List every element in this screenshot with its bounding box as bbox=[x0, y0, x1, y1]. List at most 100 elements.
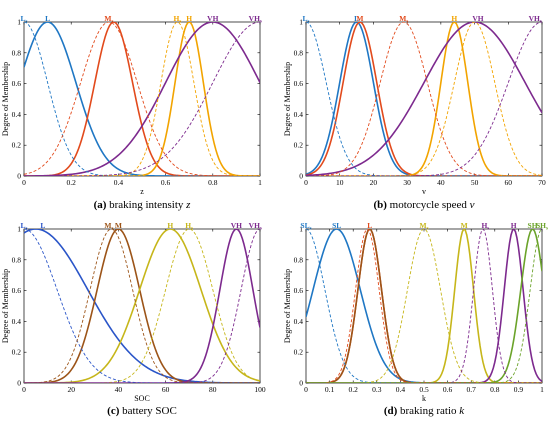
panel-caption-prefix: (c) bbox=[107, 405, 120, 417]
y-tick-label: 0.8 bbox=[12, 255, 22, 264]
membership-label: H bbox=[451, 14, 457, 23]
y-tick-label: 1 bbox=[17, 225, 21, 234]
panel-caption: (b) motorcycle speed v bbox=[373, 199, 474, 211]
series-line-ls bbox=[24, 22, 260, 176]
x-tick-label: 1 bbox=[258, 178, 262, 187]
x-tick-label: 0.6 bbox=[443, 385, 453, 394]
series-line-h bbox=[306, 22, 542, 176]
series-line-m bbox=[306, 229, 542, 383]
x-tick-label: 0.4 bbox=[396, 385, 406, 394]
y-tick-label: 0.8 bbox=[294, 255, 304, 264]
plot-frame bbox=[305, 228, 543, 384]
series-group bbox=[306, 22, 542, 176]
y-tick-label: 1 bbox=[17, 18, 21, 27]
membership-label: L bbox=[367, 221, 372, 230]
x-tick-label: 0 bbox=[22, 385, 26, 394]
x-tick-label: 0 bbox=[304, 385, 308, 394]
y-tick-label: 0.6 bbox=[294, 286, 304, 295]
series-line-vhs bbox=[24, 229, 260, 383]
series-line-hs bbox=[306, 22, 542, 176]
x-tick-label: 30 bbox=[403, 178, 411, 187]
series-line-m bbox=[24, 22, 260, 176]
x-tick-label: 0.7 bbox=[467, 385, 477, 394]
membership-label: M bbox=[461, 221, 468, 230]
membership-label-sub: s bbox=[112, 227, 114, 232]
y-tick-label: 1 bbox=[299, 18, 303, 27]
y-tick-label: 0.8 bbox=[294, 48, 304, 57]
chart-panel-c: 0 20 40 60 80 100 0 0.2 0.4 0.6 0.8 1 SOC Degree of M… bbox=[1, 221, 266, 417]
plot-frame bbox=[23, 228, 261, 384]
x-axis-label: v bbox=[422, 187, 426, 196]
x-tick-label: 100 bbox=[254, 385, 266, 394]
membership-label-sub: s bbox=[26, 227, 28, 232]
panel-caption: (a) braking intensity z bbox=[94, 199, 192, 211]
series-group bbox=[24, 229, 260, 383]
panel-caption-prefix: (d) bbox=[384, 405, 398, 417]
panel-caption-prefix: (a) bbox=[94, 199, 107, 211]
membership-label: H bbox=[167, 221, 173, 230]
y-tick-label: 0 bbox=[17, 379, 21, 388]
membership-label: VHs bbox=[249, 221, 262, 232]
series-line-sl bbox=[306, 229, 542, 383]
x-axis-label: SOC bbox=[134, 394, 150, 403]
y-axis-label: Degree of Membership bbox=[283, 269, 292, 343]
x-tick-label: 0.6 bbox=[161, 178, 171, 187]
x-tick-label: 10 bbox=[336, 178, 344, 187]
x-tick-label: 20 bbox=[370, 178, 378, 187]
x-tick-label: 0 bbox=[22, 178, 26, 187]
membership-label: Hs bbox=[174, 14, 182, 25]
membership-label: VH bbox=[207, 14, 218, 23]
y-tick-label: 0.4 bbox=[12, 317, 22, 326]
x-tick-label: 0.2 bbox=[67, 178, 77, 187]
series-line-l bbox=[306, 229, 542, 383]
series-line-ms bbox=[24, 22, 260, 176]
membership-label: M bbox=[115, 221, 122, 230]
series-line-hs bbox=[24, 22, 260, 176]
plot-frame bbox=[305, 21, 543, 177]
series-line-h bbox=[24, 229, 260, 383]
membership-label: Ms bbox=[419, 221, 428, 232]
y-tick-label: 0.2 bbox=[294, 141, 304, 150]
x-axis-label: k bbox=[422, 394, 426, 403]
y-axis-label: Degree of Membership bbox=[1, 62, 10, 136]
series-line-vh bbox=[24, 22, 260, 176]
membership-label: L bbox=[354, 14, 359, 23]
x-tick-label: 0.1 bbox=[325, 385, 335, 394]
series-line-l bbox=[24, 22, 260, 176]
membership-label: VH bbox=[472, 14, 483, 23]
series-line-hs bbox=[306, 229, 542, 383]
series-line-h bbox=[306, 229, 542, 383]
panel-caption: (c) battery SOC bbox=[107, 405, 177, 417]
y-tick-label: 0.6 bbox=[294, 79, 304, 88]
membership-label: VH bbox=[231, 221, 242, 230]
membership-label: SLs bbox=[300, 221, 311, 232]
membership-label: SH bbox=[528, 221, 538, 230]
x-tick-label: 40 bbox=[437, 178, 445, 187]
x-tick-label: 0.5 bbox=[419, 385, 429, 394]
y-tick-label: 0 bbox=[299, 379, 303, 388]
membership-label: Ms bbox=[104, 221, 113, 232]
y-tick-label: 0.2 bbox=[12, 141, 22, 150]
membership-label: Ls bbox=[21, 221, 28, 232]
chart-panel-d: 0 0.1 0.2 0.3 0.4 0.5 0.6 0.7 0.8 0.9 1 0 0.2 0.4 0.6 0… bbox=[283, 221, 548, 417]
membership-label: H bbox=[511, 221, 517, 230]
x-tick-label: 80 bbox=[209, 385, 217, 394]
membership-label-sub: s bbox=[26, 20, 28, 25]
series-line-ls bbox=[306, 229, 542, 383]
series-line-vh bbox=[306, 22, 542, 176]
x-tick-label: 60 bbox=[162, 385, 170, 394]
membership-label-sub: s bbox=[310, 227, 312, 232]
membership-label-sub: s bbox=[260, 227, 262, 232]
series-line-m bbox=[306, 22, 542, 176]
y-tick-label: 0.8 bbox=[12, 48, 22, 57]
series-line-sh bbox=[306, 229, 542, 383]
series-line-vh bbox=[24, 229, 260, 383]
x-tick-label: 20 bbox=[67, 385, 75, 394]
plot-frame bbox=[23, 21, 261, 177]
y-tick-label: 0.2 bbox=[12, 348, 22, 357]
membership-label: SL bbox=[332, 221, 341, 230]
membership-label-sub: s bbox=[112, 20, 114, 25]
x-tick-label: 40 bbox=[115, 385, 123, 394]
x-tick-label: 50 bbox=[471, 178, 479, 187]
